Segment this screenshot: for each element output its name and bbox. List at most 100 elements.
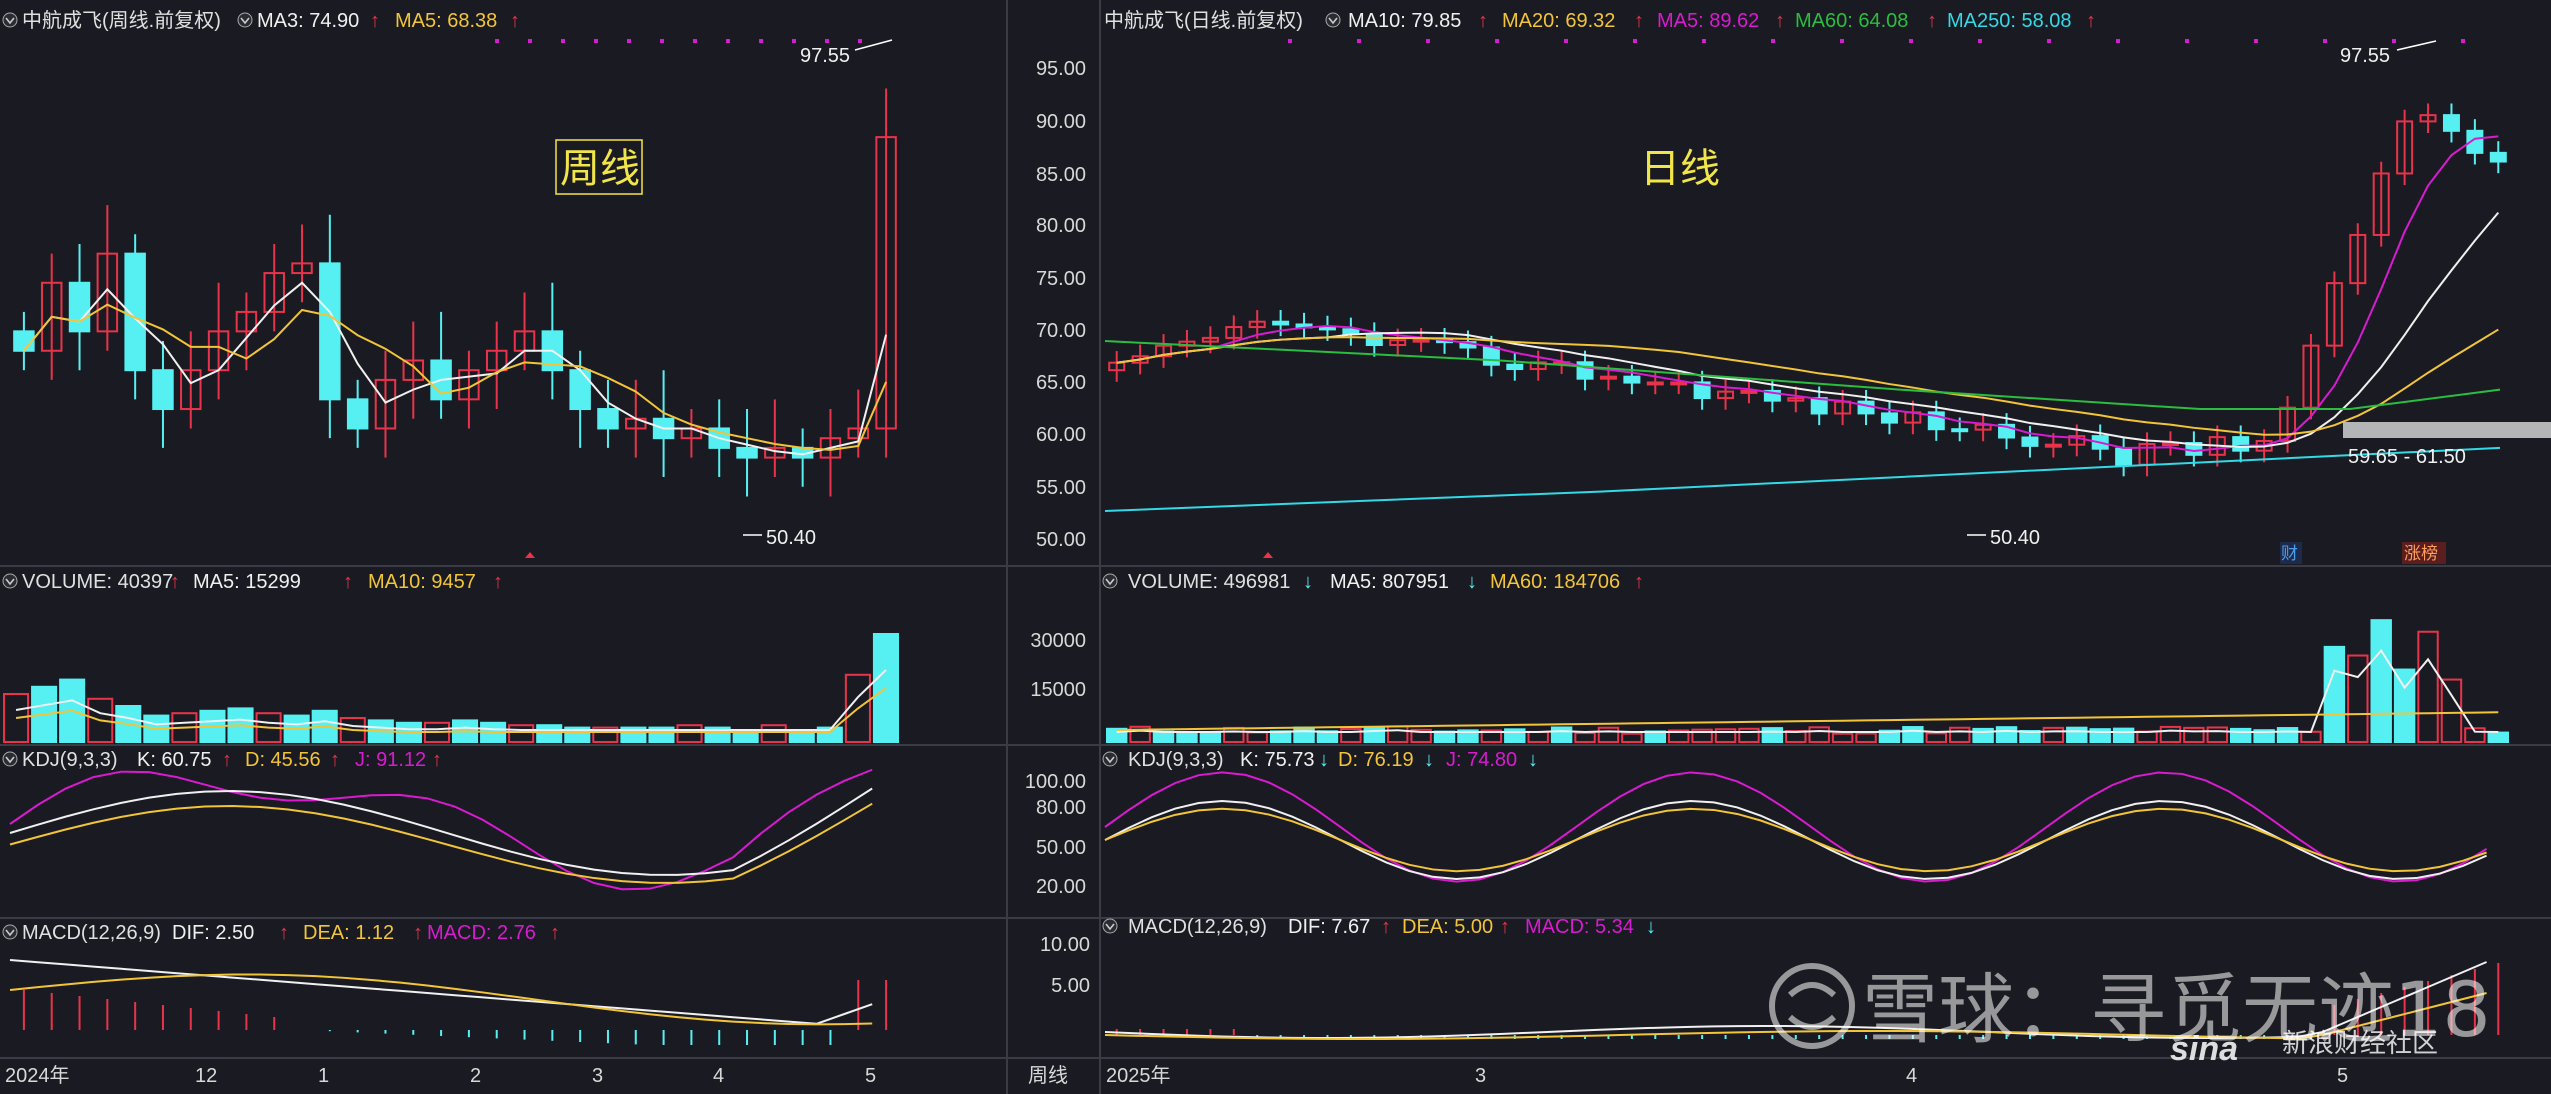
daily-volume-bar (1714, 728, 1737, 744)
daily-candle-body (2372, 172, 2390, 236)
x-axis-label: 2025年 (1106, 1064, 1171, 1087)
collapse-toggle-icon[interactable] (2, 573, 18, 589)
weekly-candle-body (875, 136, 897, 430)
weekly-candle-body (68, 281, 91, 333)
macd-axis-tick: 10.00 (1040, 934, 1090, 956)
daily-volume-bar (2487, 731, 2509, 743)
volume-ma5-line (1116, 648, 2499, 734)
macd-histogram: MACD: 5.34 (1525, 916, 1634, 938)
kdj-k: K: 75.73 (1240, 749, 1315, 771)
daily-candle-body (2396, 120, 2414, 175)
price-axis-tick: 80.00 (1036, 215, 1086, 237)
kdj-j: J: 74.80 (1446, 749, 1517, 771)
settings-toggle-icon[interactable] (237, 12, 253, 28)
kdj-d-line (9, 802, 873, 884)
marker-dot (660, 39, 664, 43)
weekly-x-axis: 2024年 12 1 2 3 4 5 周线 (5, 1064, 1068, 1087)
macd-hist-arrow: ↑ (550, 922, 560, 944)
daily-volume-bar (2464, 727, 2486, 744)
daily-volume-panel[interactable] (1106, 619, 2509, 744)
daily-volume-bar (1176, 732, 1198, 743)
daily-volume-bar (1340, 728, 1362, 743)
collapse-toggle-icon[interactable] (1102, 918, 1118, 934)
daily-high-label: 97.55 (2340, 45, 2390, 67)
weekly-kdj-panel[interactable] (9, 768, 873, 891)
x-axis-label: 4 (1906, 1065, 1917, 1087)
weekly-candle-body (458, 369, 480, 401)
daily-candle-body (1670, 381, 1688, 386)
ma20-value: MA20: 69.32 (1502, 10, 1615, 32)
daily-price-panel[interactable] (1104, 39, 2551, 558)
daily-volume-bar (1387, 725, 1409, 743)
volume-arrow: ↓ (1303, 571, 1313, 593)
macd-dea-arrow: ↑ (1500, 916, 1510, 938)
ma5-value: MA5: 68.38 (395, 10, 497, 32)
daily-volume-bar (1668, 729, 1690, 743)
marker-dot (693, 39, 697, 43)
weekly-candle-body (124, 252, 146, 372)
chevron-down-icon (240, 17, 250, 25)
weekly-macd-panel[interactable] (9, 959, 888, 1045)
collapse-toggle-icon[interactable] (1102, 573, 1118, 589)
daily-volume-header: VOLUME: 496981 ↓ MA5: 807951 ↓ MA60: 184… (1102, 571, 1644, 593)
daily-kdj-panel[interactable] (1104, 771, 2488, 883)
weekly-candle-body (569, 369, 591, 411)
daily-candle-body (2349, 233, 2367, 285)
period-button[interactable]: 周线 (1028, 1064, 1068, 1087)
weekly-volume-panel[interactable] (3, 633, 899, 744)
daily-candle-body (1412, 338, 1430, 343)
daily-volume-bar (1949, 726, 1971, 743)
daily-kdj-axis: 100.00 80.00 50.00 20.00 (1025, 771, 1086, 898)
daily-macd-panel[interactable] (1104, 961, 2500, 1041)
daily-candle-body (1599, 375, 1617, 380)
finance-badge[interactable]: 财 (2280, 542, 2302, 564)
price-axis-tick: 60.00 (1036, 424, 1086, 446)
kdj-j-line (1104, 771, 2488, 883)
daily-volume-bar (1152, 730, 1175, 743)
daily-volume-bar (1621, 732, 1643, 743)
x-axis-label: 4 (713, 1065, 724, 1087)
ma250-value: MA250: 58.08 (1947, 10, 2072, 32)
daily-volume-bar (1761, 727, 1784, 743)
limit-up-badge[interactable]: 涨榜 (2402, 542, 2446, 564)
weekly-candle-body (263, 272, 285, 313)
marker-dot (528, 39, 532, 43)
macd-dea: DEA: 5.00 (1402, 916, 1493, 938)
kdj-k-line (9, 787, 873, 876)
x-axis-label: 5 (865, 1065, 876, 1087)
settings-toggle-icon[interactable] (1325, 12, 1341, 28)
x-axis-label: 1 (318, 1065, 329, 1087)
collapse-toggle-icon[interactable] (1102, 751, 1118, 767)
marker-dot (627, 39, 631, 43)
chevron-down-icon (1105, 578, 1115, 586)
volume-axis-tick: 15000 (1030, 679, 1086, 701)
weekly-kdj-header: KDJ(9,3,3) K: 60.75 ↑ D: 45.56 ↑ J: 91.1… (2, 749, 442, 771)
weekly-price-panel[interactable] (13, 39, 897, 558)
price-axis-tick: 95.00 (1036, 58, 1086, 80)
ma10-arrow: ↑ (1478, 10, 1488, 32)
collapse-toggle-icon[interactable] (2, 924, 18, 940)
chevron-down-icon (1105, 923, 1115, 931)
ma60-arrow: ↑ (1927, 10, 1937, 32)
collapse-toggle-icon[interactable] (2, 12, 18, 28)
marker-dot (1978, 39, 1982, 43)
ma5-line (1116, 135, 2499, 453)
daily-candle-body (1201, 336, 1219, 343)
volume-ma5-arrow: ↑ (343, 571, 353, 593)
daily-volume-bar (1480, 729, 1503, 743)
volume-ma10: MA10: 9457 (368, 571, 476, 593)
daily-candle-body (1623, 375, 1641, 384)
daily-volume-bar (1878, 729, 1901, 743)
weekly-volume-bar (3, 693, 30, 743)
daily-candle-body (1365, 333, 1383, 347)
weekly-candle-body (40, 281, 63, 352)
daily-volume-bar (2136, 730, 2158, 743)
event-marker-icon (525, 552, 535, 558)
daily-volume-bar (2042, 726, 2065, 743)
daily-candle-body (1108, 361, 1126, 372)
daily-candle-body (1131, 355, 1149, 364)
kdj-k-line (1104, 799, 2487, 880)
price-axis-tick: 85.00 (1036, 164, 1086, 186)
collapse-toggle-icon[interactable] (2, 751, 18, 767)
weekly-candle-body (374, 378, 397, 430)
